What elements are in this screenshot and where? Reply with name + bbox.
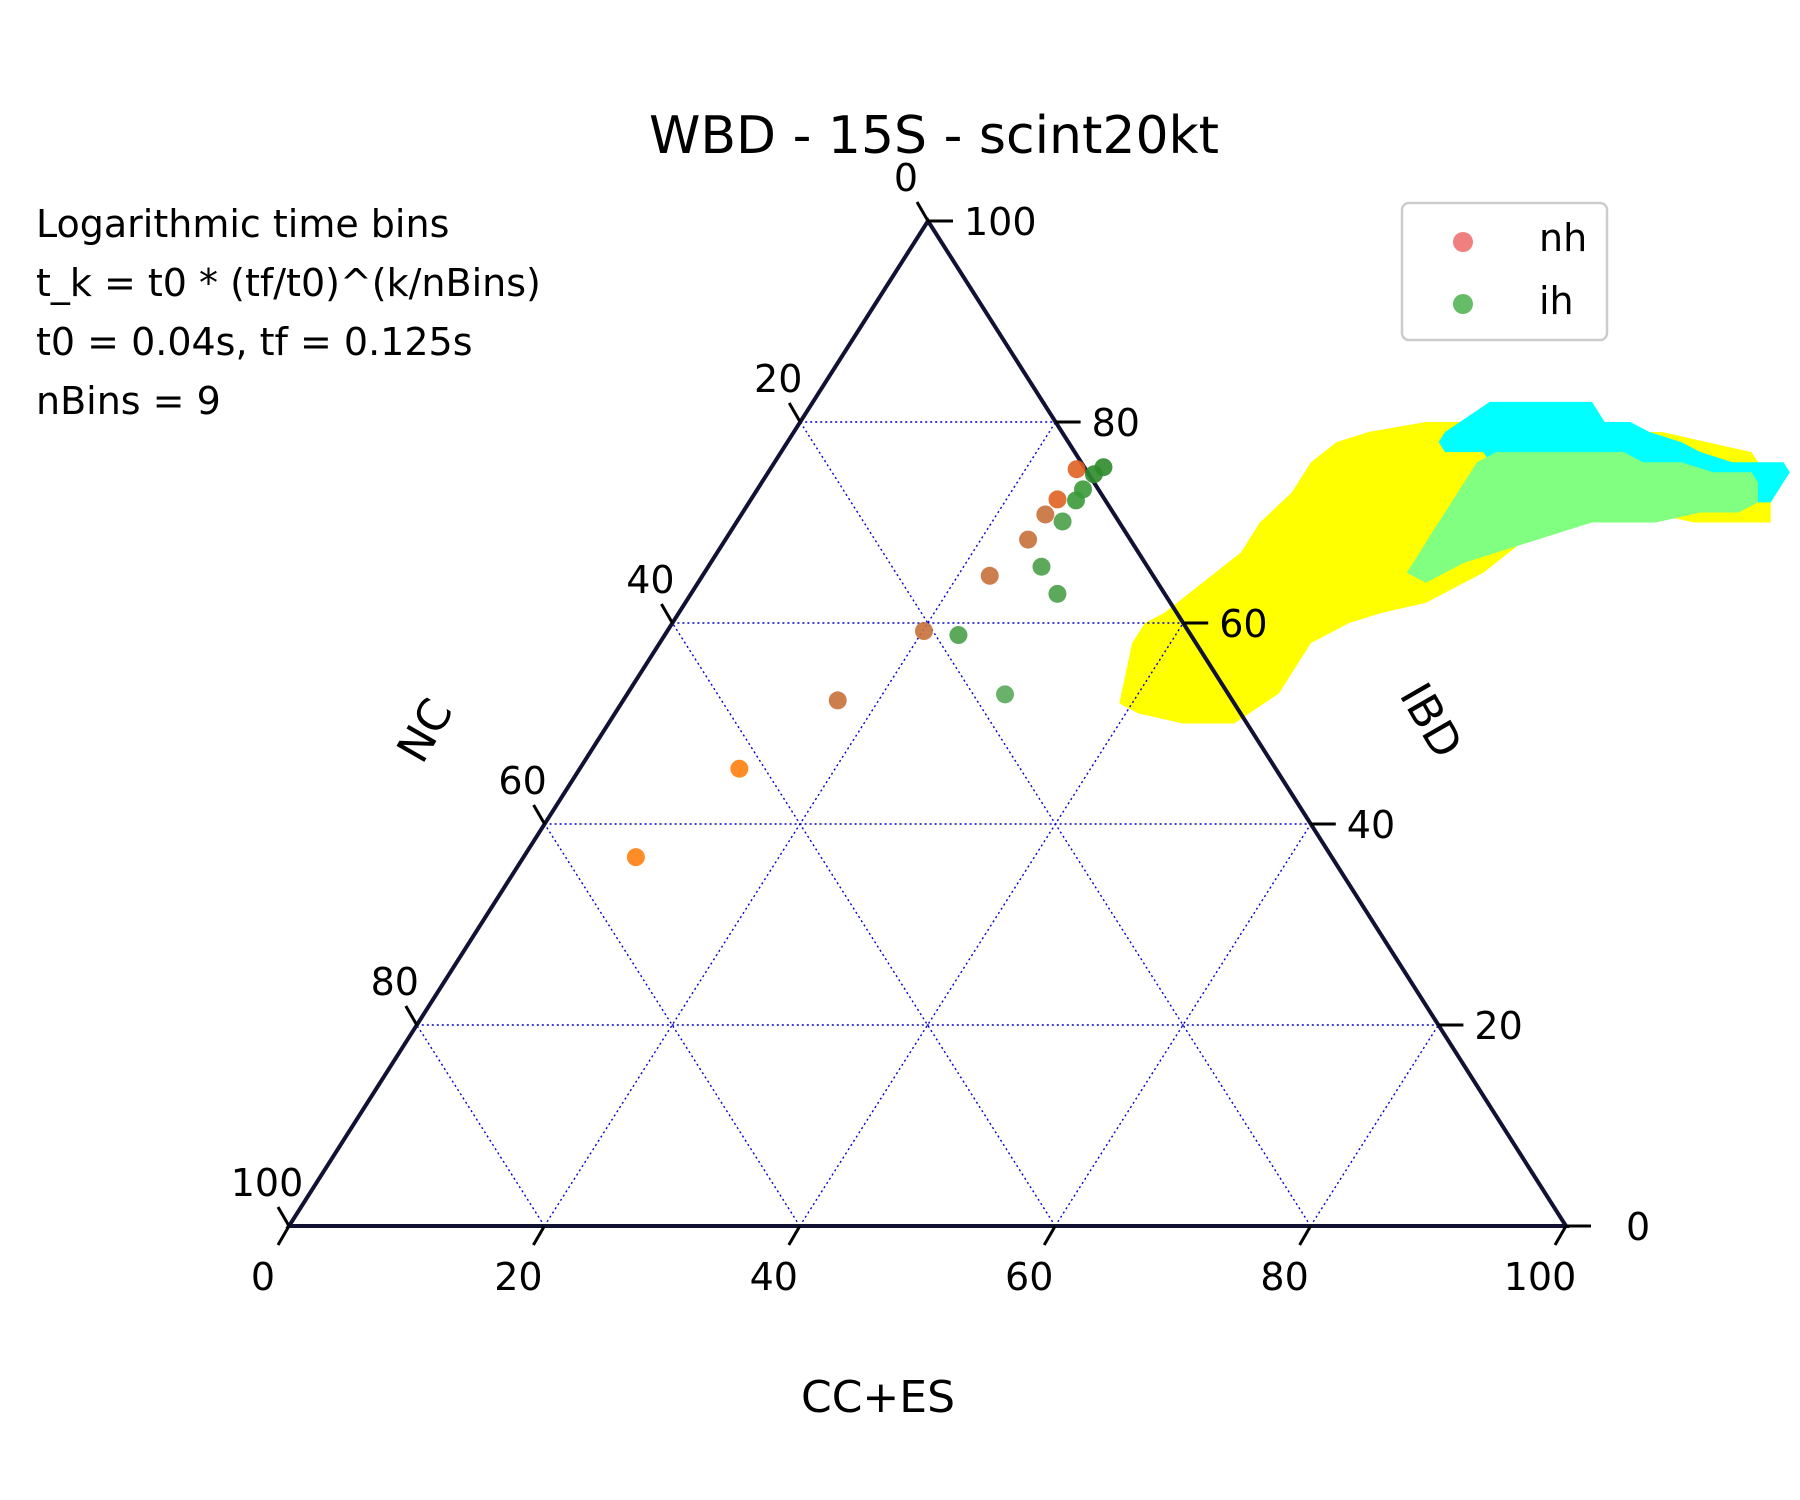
grid-cc-60 <box>1054 823 1312 1227</box>
tick-label-left-40: 40 <box>626 558 674 602</box>
legend-label-ih: ih <box>1539 279 1574 323</box>
tick-left-60 <box>532 804 546 825</box>
point-ih-1 <box>1084 465 1103 484</box>
point-nh-0 <box>1067 460 1086 479</box>
tick-label-right-20: 20 <box>1474 1004 1522 1048</box>
annotation-line-4: nBins = 9 <box>36 379 221 423</box>
grid-cc-40 <box>799 622 1184 1227</box>
tick-left-100 <box>276 1206 291 1227</box>
tick-left-80 <box>404 1005 419 1026</box>
tick-label-left-80: 80 <box>371 960 419 1004</box>
tick-label-right-80: 80 <box>1092 401 1140 445</box>
tick-label-left-0: 0 <box>894 156 918 200</box>
point-ih-4 <box>1053 512 1072 531</box>
tick-label-bottom-40: 40 <box>750 1255 798 1299</box>
grid-lines <box>416 421 1439 1227</box>
tick-left-0 <box>915 201 930 222</box>
tick-label-right-100: 100 <box>964 200 1037 244</box>
legend-marker-ih <box>1453 294 1473 314</box>
point-nh-8 <box>626 848 645 867</box>
tick-label-bottom-60: 60 <box>1005 1255 1053 1299</box>
triangle-border <box>285 217 1570 1228</box>
tick-label-left-60: 60 <box>498 759 546 803</box>
grid-nc-80 <box>799 421 1312 1227</box>
triangle-frame <box>285 217 1570 1228</box>
tick-bottom-100 <box>1553 1225 1568 1246</box>
point-ih-7 <box>949 626 968 645</box>
tick-label-left-100: 100 <box>231 1161 304 1205</box>
grid-cc-80 <box>1310 1024 1439 1227</box>
region-2 <box>1406 452 1758 583</box>
axis-ticks: 0 0 0 20 20 20 40 40 40 60 60 60 80 80 80 100 100 100 <box>231 156 1650 1299</box>
point-nh-7 <box>730 759 749 778</box>
tick-label-left-20: 20 <box>754 357 802 401</box>
tick-label-bottom-100: 100 <box>1504 1255 1577 1299</box>
legend-marker-nh <box>1453 232 1473 252</box>
tick-label-bottom-20: 20 <box>494 1255 542 1299</box>
legend-label-nh: nh <box>1539 216 1587 260</box>
point-nh-3 <box>1019 530 1038 549</box>
grid-nc-60 <box>671 622 1056 1227</box>
axis-label-cc-es: CC+ES <box>801 1372 955 1423</box>
tick-bottom-80 <box>1298 1225 1312 1246</box>
point-nh-4 <box>980 566 999 585</box>
tick-bottom-20 <box>532 1225 546 1246</box>
data-points <box>626 458 1113 867</box>
point-ih-3 <box>1066 491 1085 510</box>
annotation-line-3: t0 = 0.04s, tf = 0.125s <box>36 320 473 364</box>
tick-label-right-40: 40 <box>1347 803 1395 847</box>
tick-label-right-60: 60 <box>1219 602 1267 646</box>
tick-label-bottom-0: 0 <box>251 1255 275 1299</box>
tick-bottom-40 <box>787 1225 802 1246</box>
grid-nc-20 <box>416 1024 545 1227</box>
point-nh-6 <box>828 691 847 710</box>
point-ih-6 <box>1048 584 1067 603</box>
grid-nc-40 <box>544 823 801 1227</box>
tick-bottom-60 <box>1042 1225 1057 1246</box>
legend: nh ih <box>1400 201 1609 342</box>
tick-left-20 <box>787 402 802 423</box>
tick-bottom-0 <box>276 1225 291 1246</box>
point-ih-5 <box>1032 557 1051 576</box>
tick-label-right-0: 0 <box>1626 1205 1650 1249</box>
point-nh-2 <box>1036 505 1055 524</box>
annotation-line-2: t_k = t0 * (tf/t0)^(k/nBins) <box>36 261 541 305</box>
tick-left-40 <box>660 603 674 624</box>
axis-label-nc: NC <box>387 690 463 771</box>
tick-label-bottom-80: 80 <box>1260 1255 1308 1299</box>
chart-title: WBD - 15S - scint20kt <box>649 106 1219 166</box>
point-nh-1 <box>1048 490 1067 509</box>
point-ih-8 <box>996 685 1015 704</box>
density-regions <box>1119 401 1790 724</box>
annotation-line-1: Logarithmic time bins <box>36 202 449 246</box>
axis-label-ibd: IBD <box>1389 675 1472 767</box>
point-nh-5 <box>914 622 933 641</box>
